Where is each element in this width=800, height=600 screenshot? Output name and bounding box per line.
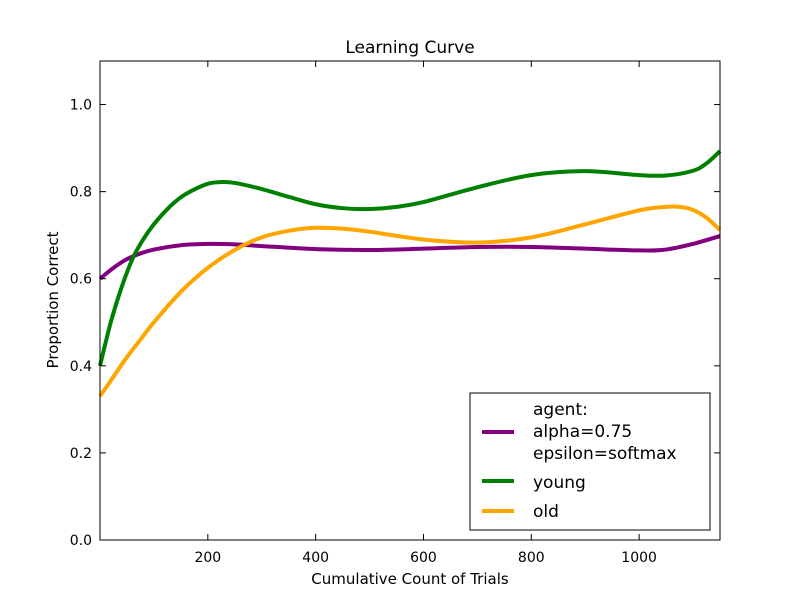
legend-box <box>469 392 711 531</box>
y-tick-label: 0.6 <box>70 272 92 288</box>
x-axis-label: Cumulative Count of Trials <box>311 570 509 588</box>
x-axis-ticks: 200 400 600 800 1000 <box>194 61 657 566</box>
plot-frame <box>99 60 721 541</box>
y-tick-label: 0.0 <box>70 533 92 549</box>
y-tick-label: 0.8 <box>70 185 92 201</box>
series-line-1 <box>98 149 722 367</box>
chart-title: Learning Curve <box>345 38 474 58</box>
legend-label-1: young <box>533 473 586 493</box>
series-line-2 <box>98 204 722 398</box>
legend-label-0: agent: alpha=0.75 epsilon=softmax <box>533 400 677 464</box>
plot-area <box>98 149 722 398</box>
y-tick-label: 0.2 <box>70 446 92 462</box>
x-tick-label: 400 <box>302 550 329 566</box>
x-tick-label: 1000 <box>621 550 657 566</box>
y-axis-label: Proportion Correct <box>44 231 62 368</box>
y-tick-label: 0.4 <box>70 359 92 375</box>
series-line-0 <box>98 234 721 281</box>
legend: agent: alpha=0.75 epsilon=softmax young old <box>469 392 711 531</box>
legend-label-2: old <box>533 502 559 522</box>
x-tick-label: 800 <box>518 550 545 566</box>
y-axis-ticks: 0.0 0.2 0.4 0.6 0.8 1.0 <box>70 98 720 549</box>
y-tick-label: 1.0 <box>70 98 92 114</box>
x-tick-label: 200 <box>194 550 221 566</box>
x-tick-label: 600 <box>410 550 437 566</box>
